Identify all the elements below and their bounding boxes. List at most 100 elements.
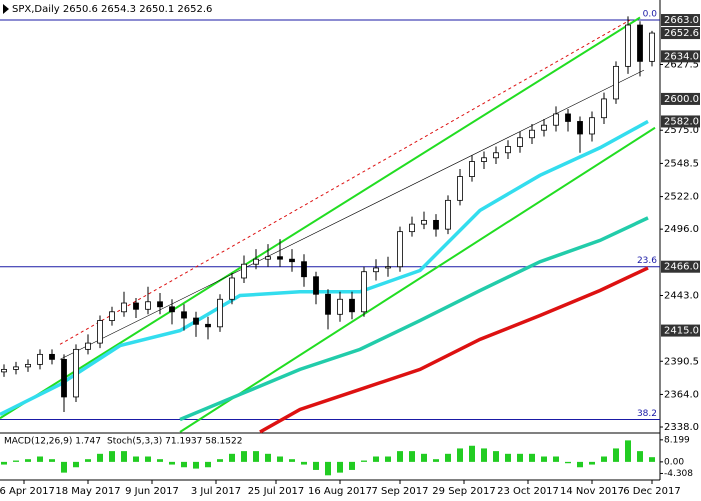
- macd-bar: [301, 461, 307, 465]
- macd-bar: [13, 460, 19, 462]
- macd-bar: [577, 461, 583, 468]
- candle-body: [349, 298, 355, 313]
- macd-bar: [85, 459, 91, 462]
- candle-body: [157, 301, 163, 308]
- macd-bar: [121, 451, 127, 462]
- x-tick-label: 14 Nov 2017: [560, 486, 624, 497]
- price-marker-label: 2652.6: [664, 28, 699, 39]
- macd-bar: [61, 461, 67, 473]
- candle-body: [289, 258, 295, 263]
- macd-bar: [349, 461, 355, 470]
- title-arrow: [3, 4, 9, 14]
- macd-bar: [49, 459, 55, 462]
- y-tick-label: 2627.5: [664, 59, 699, 70]
- candle-body: [325, 293, 331, 315]
- macd-bar: [1, 461, 7, 465]
- candle-body: [181, 311, 187, 319]
- candle-body: [229, 277, 235, 300]
- candle-body: [37, 353, 43, 365]
- macd-bar: [325, 461, 331, 476]
- candle-body: [409, 223, 415, 233]
- macd-bar: [25, 459, 31, 462]
- candle-body: [565, 113, 571, 122]
- macd-bar: [265, 453, 271, 462]
- candle-body: [469, 161, 475, 177]
- macd-bar: [493, 451, 499, 462]
- macd-bar: [169, 461, 175, 465]
- candle-body: [505, 146, 511, 154]
- macd-bar: [241, 451, 247, 462]
- candle-body: [1, 368, 7, 373]
- candle-body: [145, 301, 151, 310]
- candle-body: [361, 271, 367, 313]
- macd-bar: [361, 460, 367, 462]
- candle-body: [277, 256, 283, 260]
- x-tick-label: 9 Jun 2017: [125, 486, 179, 497]
- candle-body: [49, 353, 55, 360]
- indicator-tick-label: -4.308: [664, 469, 693, 479]
- candle-body: [109, 311, 115, 321]
- candle-body: [385, 266, 391, 269]
- macd-bar: [589, 461, 595, 465]
- candle-body: [241, 263, 247, 279]
- candle-body: [457, 176, 463, 201]
- price-marker-label: 2415.0: [664, 326, 699, 337]
- candle-body: [481, 157, 487, 162]
- macd-bar: [601, 456, 607, 462]
- candle-body: [421, 219, 427, 225]
- macd-bar: [529, 453, 535, 462]
- indicator-tick-label: 8.199: [664, 435, 690, 445]
- candle-body: [445, 199, 451, 230]
- macd-bar: [205, 461, 211, 468]
- y-tick-label: 2443.0: [664, 291, 699, 302]
- macd-bar: [565, 461, 571, 464]
- candle-body: [13, 366, 19, 370]
- macd-bar: [181, 461, 187, 468]
- price-marker: [661, 324, 700, 337]
- candle-body: [169, 306, 175, 313]
- macd-bar: [385, 456, 391, 462]
- macd-bar: [553, 456, 559, 462]
- candle-body: [541, 124, 547, 131]
- x-tick-label: 7 Sep 2017: [371, 486, 428, 497]
- candle-body: [553, 113, 559, 126]
- indicator-label: MACD(12,26,9) 1.747: [4, 437, 101, 447]
- level-label: 0.0: [643, 10, 658, 20]
- channel-line: [59, 19, 631, 345]
- indicator-label: Stoch(5,3,3) 71.1937 58.1522: [107, 437, 242, 447]
- macd-bar: [133, 456, 139, 462]
- candle-body: [613, 65, 619, 100]
- macd-bar: [277, 456, 283, 462]
- price-marker: [661, 50, 700, 63]
- candle-body: [133, 302, 139, 310]
- macd-bar: [517, 453, 523, 462]
- price-marker: [661, 92, 700, 105]
- macd-bar: [337, 461, 343, 473]
- channel-line: [59, 69, 645, 360]
- candle-body: [97, 320, 103, 344]
- price-marker: [661, 115, 700, 128]
- macd-bar: [421, 453, 427, 462]
- price-marker-label: 2634.0: [664, 51, 699, 62]
- macd-bar: [637, 451, 643, 462]
- price-marker-label: 2582.0: [664, 116, 699, 127]
- macd-bar: [109, 451, 115, 462]
- macd-bar: [397, 451, 403, 462]
- macd-bar: [97, 453, 103, 462]
- moving-average: [0, 119, 649, 417]
- candle-body: [433, 219, 439, 230]
- macd-bar: [217, 459, 223, 462]
- candle-body: [121, 302, 127, 313]
- candle-body: [25, 363, 31, 368]
- candle-body: [601, 98, 607, 119]
- candle-body: [373, 267, 379, 273]
- candle-body: [217, 298, 223, 328]
- macd-bar: [229, 453, 235, 462]
- macd-bar: [481, 448, 487, 462]
- y-tick-label: 2575.0: [664, 125, 699, 136]
- candle-body: [493, 152, 499, 159]
- x-tick-label: 25 Jul 2017: [248, 486, 305, 497]
- macd-bar: [193, 461, 199, 469]
